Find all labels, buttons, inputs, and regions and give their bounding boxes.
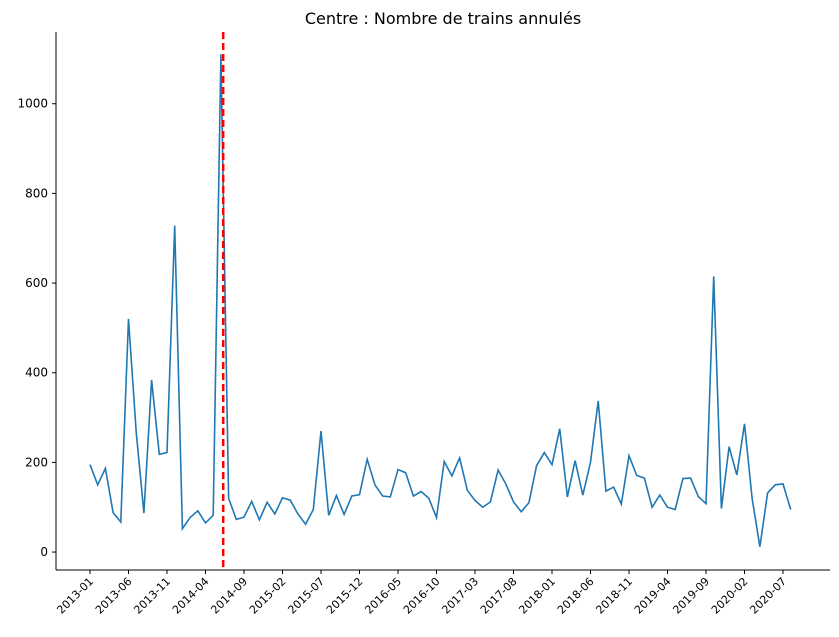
x-tick-label: 2016-10 [401, 575, 443, 617]
x-tick-label: 2015-02 [247, 575, 289, 617]
x-tick-label: 2015-12 [324, 575, 366, 617]
x-tick-label: 2020-02 [709, 575, 751, 617]
y-tick-label: 600 [25, 276, 48, 290]
x-tick-label: 2019-09 [670, 575, 712, 617]
x-tick-label: 2018-11 [593, 575, 635, 617]
x-tick-label: 2016-05 [362, 575, 404, 617]
x-tick-label: 2019-04 [632, 575, 674, 617]
y-tick-label: 800 [25, 186, 48, 200]
chart-title: Centre : Nombre de trains annulés [305, 9, 581, 28]
x-tick-label: 2018-06 [555, 575, 597, 617]
x-tick-label: 2017-03 [439, 575, 481, 617]
x-tick-label: 2014-04 [170, 575, 212, 617]
x-tick-label: 2014-09 [208, 575, 250, 617]
x-tick-label: 2017-08 [478, 575, 520, 617]
x-tick-label: 2020-07 [747, 575, 789, 617]
x-tick-label: 2018-01 [516, 575, 558, 617]
series-line [89, 54, 792, 547]
x-tick-label: 2013-11 [131, 575, 173, 617]
x-axis-ticks: 2013-012013-062013-112014-042014-092015-… [54, 570, 789, 617]
y-tick-label: 200 [25, 455, 48, 469]
axes [55, 32, 830, 571]
y-tick-label: 0 [40, 545, 48, 559]
x-tick-label: 2013-01 [54, 575, 96, 617]
y-tick-label: 1000 [17, 97, 48, 111]
y-axis-ticks: 0 200 400 600 800 1000 [17, 97, 56, 559]
y-tick-label: 400 [25, 366, 48, 380]
x-tick-label: 2015-07 [285, 575, 327, 617]
x-tick-label: 2013-06 [93, 575, 135, 617]
